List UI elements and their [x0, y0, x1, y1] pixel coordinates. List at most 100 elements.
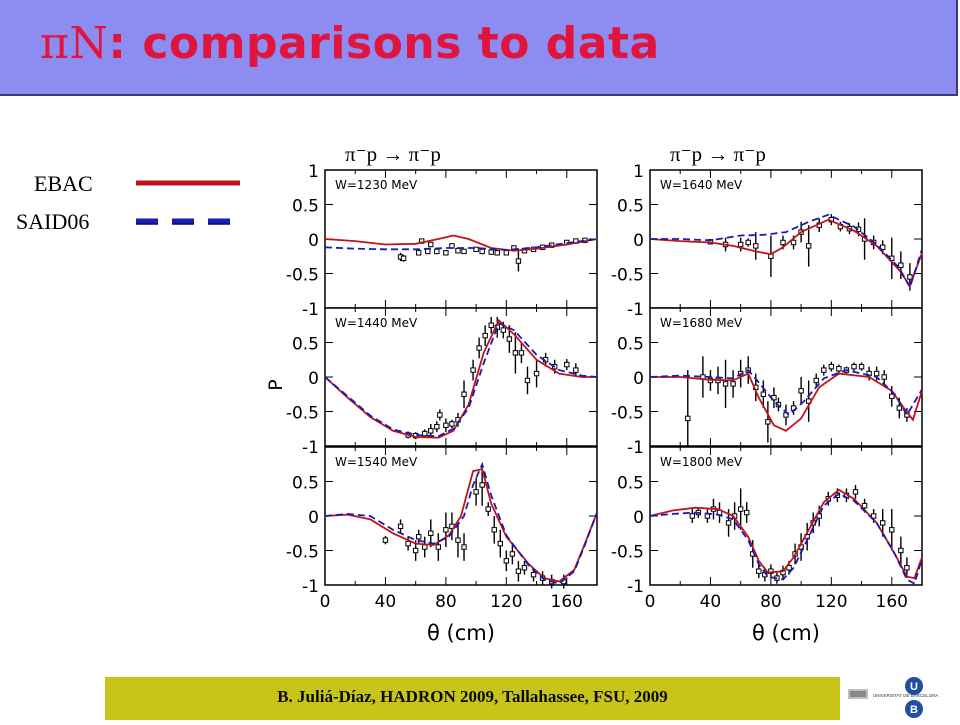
- data-point: [530, 571, 537, 578]
- y-tick-label: -0.5: [611, 543, 644, 563]
- y-tick-label: -1: [302, 438, 319, 458]
- y-tick-label: -1: [302, 577, 319, 597]
- y-tick-label: 0: [633, 231, 644, 251]
- data-point: [907, 274, 913, 280]
- data-point: [861, 502, 868, 509]
- data-point: [500, 327, 507, 333]
- data-point: [437, 412, 443, 418]
- y-tick-label: -0.5: [611, 404, 644, 424]
- data-point: [790, 239, 797, 246]
- data-point: [836, 366, 842, 372]
- data-point: [805, 243, 812, 249]
- data-point: [745, 239, 751, 246]
- data-point: [491, 527, 497, 533]
- data-point: [881, 374, 887, 380]
- data-point: [497, 540, 503, 547]
- x-tick-label: 160: [551, 592, 583, 612]
- data-point: [533, 370, 540, 377]
- data-point: [780, 239, 786, 246]
- series-said06: [649, 368, 923, 417]
- data-point: [889, 393, 895, 400]
- data-point: [506, 336, 513, 342]
- data-point: [873, 370, 880, 377]
- data-point: [821, 367, 827, 373]
- data-point: [397, 523, 404, 530]
- data-point: [461, 391, 467, 397]
- series-said06: [650, 213, 923, 290]
- y-tick-label: 0.5: [617, 474, 644, 494]
- data-point: [428, 530, 434, 536]
- data-point: [435, 544, 442, 550]
- x-tick-label: 40: [375, 592, 397, 612]
- y-tick-label: 0.5: [292, 335, 319, 355]
- series-said06: [324, 321, 598, 438]
- panel-label: W=1640 MeV: [660, 178, 743, 192]
- panel-frame: [649, 446, 923, 586]
- data-point: [422, 430, 428, 437]
- data-point: [512, 350, 519, 356]
- data-point: [415, 534, 422, 540]
- data-point: [449, 421, 455, 427]
- data-point: [756, 568, 762, 574]
- y-tick-label: -1: [627, 577, 644, 597]
- data-point: [473, 246, 479, 253]
- data-point: [503, 558, 510, 564]
- panel: 0.5 0 -0.5 -1 W=1440 MeV: [286, 307, 598, 458]
- y-tick-label: -0.5: [286, 266, 319, 286]
- data-point: [461, 248, 467, 255]
- x-tick-label: 0: [645, 592, 656, 612]
- data-point: [434, 248, 440, 255]
- x-tick-label: 120: [490, 592, 522, 612]
- data-point: [405, 540, 411, 547]
- slide-title: πN: comparisons to data: [40, 18, 660, 69]
- data-point: [515, 568, 522, 574]
- panel-label: W=1680 MeV: [660, 316, 743, 330]
- x-tick-label: 80: [435, 592, 457, 612]
- data-point: [428, 428, 434, 434]
- data-point: [473, 489, 479, 495]
- data-point: [858, 363, 865, 370]
- series-said06: [324, 238, 598, 251]
- panel: 0.5 0 -0.5 -1 W=1680 MeV: [611, 307, 923, 467]
- y-tick-label: -1: [627, 438, 644, 458]
- data-point: [443, 527, 449, 533]
- y-tick-label: -1: [627, 300, 644, 320]
- data-point: [880, 520, 886, 526]
- y-tick-label: -0.5: [286, 543, 319, 563]
- x-tick-label: 120: [815, 592, 847, 612]
- data-point: [870, 513, 877, 519]
- series-said06: [324, 461, 598, 585]
- y-tick-label: 0: [308, 369, 319, 389]
- data-point: [896, 405, 903, 411]
- title-prefix: πN: [40, 18, 109, 69]
- data-point: [786, 565, 792, 571]
- data-point: [765, 419, 771, 425]
- series-ebac: [324, 468, 598, 583]
- data-point: [730, 381, 736, 387]
- data-point: [524, 377, 531, 384]
- data-point: [412, 547, 419, 554]
- data-point: [798, 388, 804, 394]
- logo-letter-u: U: [910, 681, 918, 693]
- legend-label-ebac: EBAC: [34, 171, 93, 196]
- data-point: [689, 513, 696, 519]
- data-point: [479, 482, 485, 488]
- footer-bar: B. Juliá-Díaz, HADRON 2009, Tallahassee,…: [105, 677, 840, 720]
- data-point: [725, 520, 732, 526]
- y-axis-label: P: [265, 379, 287, 390]
- series-ebac: [324, 234, 598, 252]
- data-point: [455, 537, 461, 543]
- data-point: [898, 262, 904, 268]
- x-tick-label: 40: [700, 592, 722, 612]
- data-point: [400, 255, 407, 262]
- series-ebac: [649, 218, 923, 288]
- data-point: [889, 527, 895, 533]
- logo-name: UNIVERSITAT DE BARCELONA: [873, 693, 939, 698]
- panel: 1 0.5 0 -0.5 -1 W=1230 MeV: [286, 162, 598, 320]
- data-point: [904, 565, 910, 571]
- data-point: [479, 248, 485, 255]
- data-point: [851, 363, 857, 370]
- data-point: [443, 422, 449, 429]
- title-rest: : comparisons to data: [108, 18, 660, 69]
